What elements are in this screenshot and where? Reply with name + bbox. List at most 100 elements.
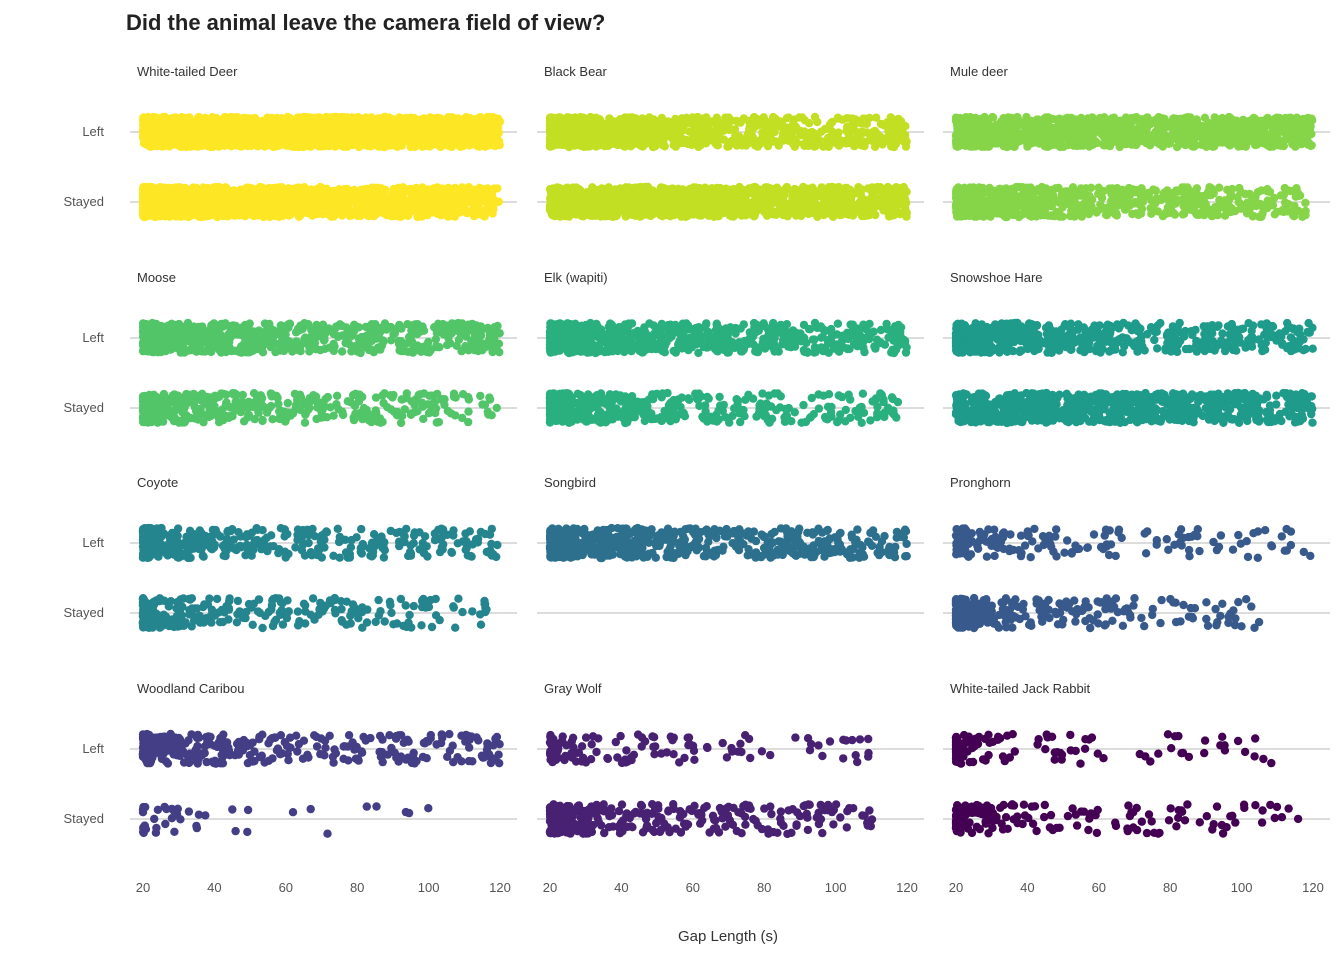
data-point [171, 114, 180, 124]
data-point [138, 201, 148, 210]
data-point [656, 116, 665, 125]
data-point [710, 136, 720, 145]
data-point [259, 184, 268, 193]
data-point [237, 195, 247, 205]
data-point [494, 128, 503, 137]
data-point [704, 119, 713, 128]
data-point [446, 188, 455, 197]
data-point [385, 136, 394, 145]
data-point [221, 184, 230, 193]
data-point [481, 129, 490, 138]
y-tick-label: Stayed [64, 194, 104, 209]
data-point [178, 184, 188, 193]
facet-title: White-tailed Deer [137, 64, 238, 79]
data-point [302, 130, 311, 140]
data-point [316, 197, 325, 206]
data-point [644, 130, 654, 140]
data-point [315, 129, 325, 138]
data-point [734, 138, 743, 148]
data-point [277, 202, 287, 211]
data-point [822, 141, 832, 151]
data-point [682, 113, 691, 123]
data-point [878, 140, 887, 149]
data-point [872, 113, 881, 122]
data-point [241, 116, 250, 125]
data-point [766, 129, 776, 139]
data-point [755, 140, 764, 149]
data-point [418, 183, 427, 192]
data-point [268, 115, 278, 124]
data-point [790, 142, 799, 151]
data-point [458, 183, 467, 192]
data-point [851, 115, 860, 124]
chart-title: Did the animal leave the camera field of… [126, 10, 605, 35]
data-point [330, 113, 340, 122]
data-point [166, 196, 175, 205]
data-point [868, 130, 877, 140]
data-point [574, 118, 583, 127]
data-point [697, 114, 706, 123]
data-point [285, 132, 294, 141]
data-point [465, 120, 474, 130]
data-point [475, 142, 484, 151]
data-point [475, 188, 485, 198]
data-point [396, 212, 405, 221]
data-point [622, 120, 632, 129]
data-point [290, 142, 300, 152]
data-point [901, 121, 910, 131]
data-point [614, 121, 623, 130]
data-point [813, 117, 822, 127]
data-point [425, 194, 435, 203]
data-point [299, 196, 309, 205]
data-point [166, 140, 175, 149]
data-point [347, 134, 356, 144]
data-point [813, 132, 822, 141]
data-point [322, 139, 331, 148]
data-point [144, 209, 154, 218]
data-point [771, 114, 780, 124]
data-point [495, 140, 504, 150]
data-point [453, 114, 463, 123]
data-point [340, 141, 349, 150]
data-point [654, 135, 664, 145]
data-point [245, 183, 255, 193]
data-point [844, 132, 854, 141]
data-point [208, 203, 218, 212]
data-point [363, 188, 372, 198]
data-point [267, 206, 276, 215]
data-point [485, 140, 494, 150]
data-point [204, 139, 214, 148]
data-point [353, 113, 362, 122]
data-point [277, 139, 286, 148]
data-point [669, 140, 679, 150]
data-point [706, 126, 715, 136]
data-point [324, 193, 333, 202]
data-point [882, 118, 892, 127]
data-point [172, 134, 182, 143]
data-point [549, 116, 559, 126]
data-point [428, 208, 437, 217]
data-point [149, 201, 158, 210]
data-point [233, 135, 242, 144]
data-point [416, 119, 425, 128]
data-point [725, 125, 734, 135]
data-point [630, 127, 640, 137]
data-point [457, 195, 466, 204]
data-point [322, 121, 332, 131]
data-point [341, 196, 351, 205]
data-point [843, 114, 852, 123]
data-point [796, 129, 806, 139]
data-point [634, 139, 643, 148]
data-point [227, 206, 236, 216]
data-point [556, 125, 566, 135]
data-point [434, 136, 443, 145]
data-point [657, 126, 666, 136]
data-point [899, 137, 909, 146]
data-point [243, 206, 252, 215]
data-point [185, 113, 194, 122]
data-point [249, 137, 258, 146]
data-point [345, 211, 354, 221]
data-point [357, 123, 367, 133]
